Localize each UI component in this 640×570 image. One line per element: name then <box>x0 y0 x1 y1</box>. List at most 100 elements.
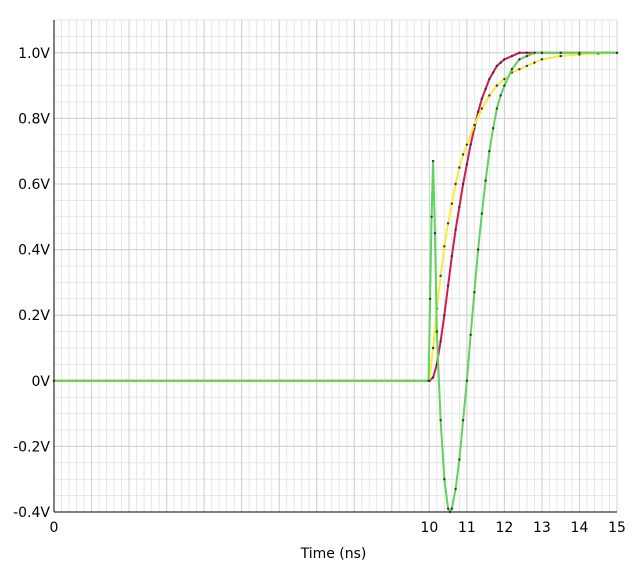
x-tick-label: 12 <box>495 520 513 536</box>
series-2-point <box>488 94 491 97</box>
series-1-point <box>499 61 502 64</box>
series-2-point <box>480 107 484 110</box>
series-2-point <box>473 123 476 127</box>
series-3-point <box>499 94 502 97</box>
series-3-point <box>559 51 562 54</box>
series-2-point <box>458 166 461 169</box>
series-1-point <box>446 284 450 287</box>
series-3-point <box>533 51 536 54</box>
series-1-point <box>525 51 529 54</box>
y-tick-label: 0.2V <box>18 308 50 324</box>
y-tick-label: -0.4V <box>13 505 50 521</box>
y-tick-label: 0.8V <box>18 111 50 127</box>
series-3-point <box>427 379 430 382</box>
series-3-point <box>495 107 499 110</box>
series-1-point <box>484 87 487 91</box>
series-2-point <box>559 54 562 58</box>
y-tick-label: 0V <box>32 374 51 390</box>
series-3-point <box>448 510 452 514</box>
series-3-point <box>458 458 461 461</box>
series-1-point <box>476 110 480 114</box>
series-2-point <box>503 77 506 81</box>
series-3-point <box>540 51 544 54</box>
series-3-point <box>476 248 480 251</box>
series-1-point <box>495 64 499 68</box>
series-3-point <box>488 150 491 153</box>
x-tick-label: 13 <box>533 520 551 536</box>
series-1-point <box>510 54 514 58</box>
x-tick-labels: 0 10 11 12 13 14 15 <box>50 520 626 536</box>
minor-gridlines <box>53 19 618 513</box>
series-line-2 <box>53 51 618 382</box>
series-2-point <box>454 182 457 186</box>
series-3-point <box>446 507 450 510</box>
series-1-point <box>461 182 465 186</box>
series-3-point <box>52 379 56 382</box>
series-3-point <box>435 330 439 333</box>
series-1-point <box>454 228 457 232</box>
series-3-point <box>578 51 581 54</box>
series-2-point <box>431 346 435 350</box>
series-1-point <box>503 58 506 61</box>
series-1-point <box>491 71 495 74</box>
series-1-point <box>488 77 491 81</box>
series-3-point <box>510 68 514 71</box>
series-3-point <box>615 51 619 54</box>
series-3-point <box>480 212 484 215</box>
series-3-point <box>454 487 457 491</box>
series-3-point <box>503 84 506 87</box>
series-3-point <box>525 54 529 58</box>
series-3-point <box>443 478 446 481</box>
series-2-point <box>465 143 469 146</box>
x-tick-label: 10 <box>420 520 438 536</box>
x-tick-label: 0 <box>50 520 59 536</box>
series-2-point <box>461 153 465 156</box>
series-1-point <box>450 254 454 258</box>
series-1-point <box>469 143 472 146</box>
series-3-point <box>518 58 521 61</box>
series-3-point <box>431 159 435 163</box>
series-3-point <box>428 297 432 300</box>
series-3-point <box>469 333 472 337</box>
series-line-1 <box>53 51 618 382</box>
series-3-point <box>484 179 487 182</box>
series-2-point <box>525 64 529 68</box>
series-3-point <box>430 215 433 218</box>
series-3-point <box>491 127 495 130</box>
series-3-point <box>439 418 442 422</box>
series-2-point <box>443 245 446 248</box>
series-2-point <box>518 68 521 71</box>
series-1-point <box>443 314 446 317</box>
series-3-point <box>433 232 437 235</box>
series-1-point <box>439 340 442 343</box>
x-tick-label: 14 <box>571 520 589 536</box>
series-2-point <box>495 84 499 87</box>
series-3-point <box>465 379 469 382</box>
series-line-3 <box>53 51 618 513</box>
series-2-point <box>446 222 450 225</box>
x-tick-label: 11 <box>458 520 476 536</box>
x-tick-label: 15 <box>608 520 626 536</box>
series-2-point <box>450 202 454 205</box>
x-axis-title: Time (ns) <box>300 546 367 562</box>
series-3-point <box>461 418 465 422</box>
series-layer <box>52 51 619 514</box>
y-tick-label: 0.4V <box>18 243 50 259</box>
series-2-point <box>540 58 544 61</box>
y-tick-label: 1.0V <box>18 46 50 62</box>
series-1-point <box>480 97 484 100</box>
series-3-point <box>473 291 476 294</box>
series-2-point <box>439 274 442 278</box>
y-tick-labels: -0.4V -0.2V 0V 0.2V 0.4V 0.6V 0.8V 1.0V <box>13 46 50 521</box>
axes <box>53 20 617 513</box>
y-tick-label: -0.2V <box>13 439 50 455</box>
series-1-point <box>465 163 469 166</box>
series-2-point <box>533 61 536 64</box>
series-1-point <box>518 51 521 54</box>
series-1-point <box>431 376 435 379</box>
series-3-point <box>450 507 454 510</box>
y-tick-label: 0.6V <box>18 177 50 193</box>
series-2-point <box>578 53 581 56</box>
